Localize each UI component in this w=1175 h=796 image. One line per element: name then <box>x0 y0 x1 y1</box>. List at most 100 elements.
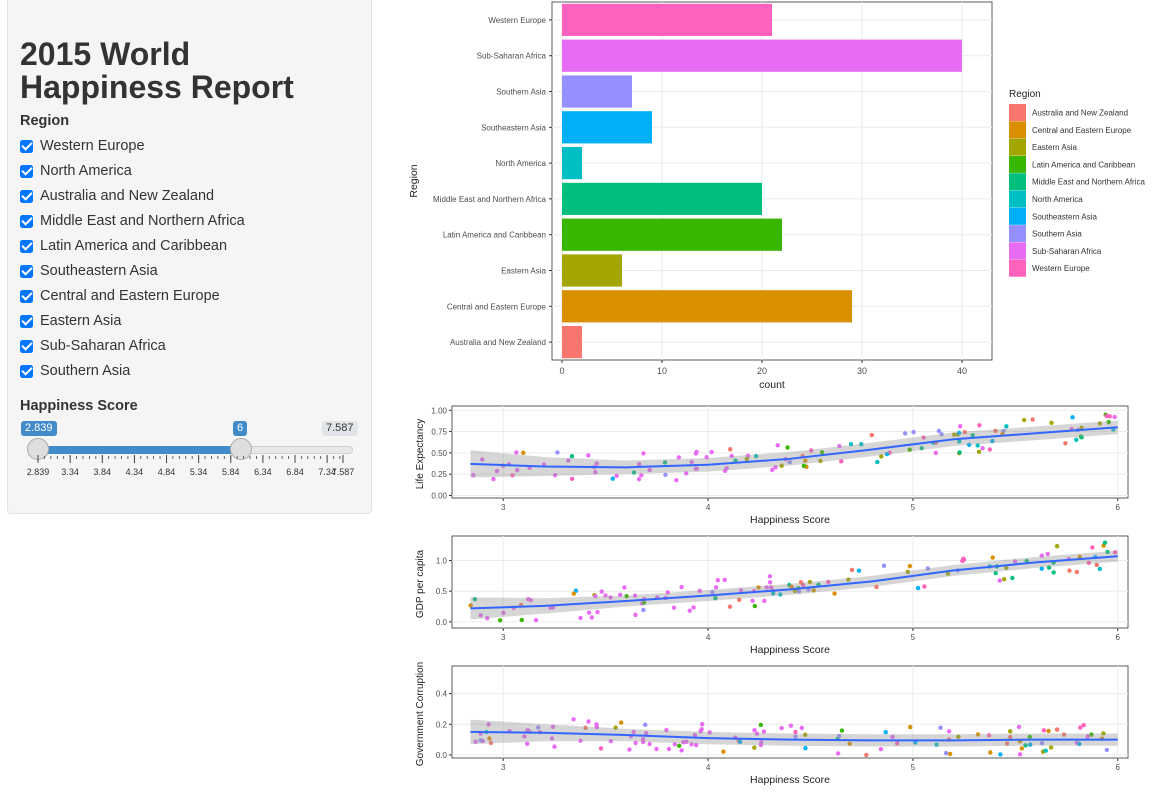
scatter-point <box>913 740 918 745</box>
scatter-point <box>956 430 962 436</box>
scatter-point <box>945 571 951 576</box>
happiness-score-label: Happiness Score <box>20 398 138 414</box>
scatter-point <box>593 594 598 599</box>
scatter-point <box>770 467 775 473</box>
scatter-point <box>1112 414 1117 420</box>
scatter-point <box>624 593 629 599</box>
scatter-point <box>632 593 638 598</box>
scatter-point <box>943 750 949 756</box>
scatter-point <box>758 722 764 728</box>
scatter-point <box>471 472 476 478</box>
scatter-point <box>641 607 646 613</box>
scatter-point <box>869 432 874 438</box>
scatter-point <box>884 451 890 457</box>
scatter-point <box>510 473 515 478</box>
slider-tick-label: 5.84 <box>222 467 240 477</box>
region-checkbox[interactable] <box>20 164 33 178</box>
region-checkbox[interactable] <box>20 289 33 303</box>
bar <box>562 325 582 359</box>
scatter-point <box>737 739 743 745</box>
scatter-point <box>1043 748 1048 753</box>
scatter-point <box>486 722 491 727</box>
trend-line <box>470 730 1118 742</box>
scatter-point <box>890 734 895 740</box>
bar-y-tick-label: Sub-Saharan Africa <box>477 52 547 61</box>
scatter-point <box>819 450 825 455</box>
slider-to-value: 6 <box>233 421 248 436</box>
legend-key <box>1009 190 1026 208</box>
confidence-band <box>470 550 1118 620</box>
region-checkbox[interactable] <box>20 214 33 228</box>
scatter-point <box>883 730 888 735</box>
scatter-point <box>1074 569 1080 575</box>
scatter-x-tick-label: 5 <box>911 503 916 512</box>
region-checkbox[interactable] <box>20 239 33 253</box>
scatter-point <box>987 447 993 452</box>
scatter-point <box>986 733 992 738</box>
scatter-x-tick-label: 4 <box>706 633 711 642</box>
scatter-point <box>636 477 642 482</box>
scatter-point <box>664 727 669 733</box>
scatter-point <box>676 455 682 460</box>
scatter-point <box>1051 570 1056 575</box>
scatter-point <box>947 751 953 757</box>
scatter-point <box>709 449 714 455</box>
scatter-point <box>956 734 961 740</box>
scatter-point <box>548 605 553 611</box>
scatter-point <box>569 476 575 481</box>
scatter-x-axis-title: Happiness Score <box>750 514 830 526</box>
region-checkbox-row[interactable]: Southeastern Asia <box>20 261 158 281</box>
scatter-point <box>663 472 668 478</box>
scatter-point <box>594 722 599 727</box>
scatter-y-tick-label: 0.4 <box>436 690 448 699</box>
scatter-point <box>907 563 913 569</box>
scatter-point <box>614 473 619 478</box>
scatter-point <box>627 747 632 752</box>
region-checkbox-row[interactable]: Middle East and Northern Africa <box>20 211 245 231</box>
region-checkbox-row[interactable]: Southern Asia <box>20 361 130 381</box>
region-checkbox[interactable] <box>20 339 33 353</box>
scatter-plot-panel <box>451 405 1129 499</box>
sidebar-panel <box>7 0 372 514</box>
slider-handle-max[interactable] <box>230 438 252 460</box>
region-checkbox[interactable] <box>20 189 33 203</box>
scatter-y-tick-label: 0.0 <box>436 751 448 760</box>
scatter-point <box>1016 724 1022 730</box>
scatter-x-tick-label: 4 <box>706 503 711 512</box>
region-checkbox-row[interactable]: Central and Eastern Europe <box>20 286 220 306</box>
scatter-point <box>571 591 576 596</box>
scatter-point <box>818 458 823 464</box>
scatter-point <box>957 439 962 444</box>
scatter-point <box>993 570 998 576</box>
scatter-point <box>946 729 952 734</box>
bar-x-tick-label: 10 <box>657 366 667 376</box>
scatter-point <box>672 742 678 747</box>
region-checkbox[interactable] <box>20 364 33 378</box>
region-checkbox-row[interactable]: North America <box>20 161 132 181</box>
scatter-point <box>878 747 884 752</box>
scatter-point <box>921 435 926 440</box>
scatter-point <box>1007 734 1013 740</box>
slider-tick-label: 7.587 <box>331 467 355 477</box>
region-checkbox[interactable] <box>20 264 33 278</box>
scatter-point <box>700 721 705 727</box>
slider-max-value: 7.587 <box>322 421 358 436</box>
region-checkbox-row[interactable]: Latin America and Caribbean <box>20 236 227 256</box>
region-checkbox-row[interactable]: Sub-Saharan Africa <box>20 336 166 356</box>
scatter-point <box>713 585 719 590</box>
scatter-point <box>1030 417 1035 422</box>
scatter-point <box>478 613 483 618</box>
scatter-point <box>789 584 794 590</box>
scatter-point <box>569 454 575 459</box>
scatter-point <box>761 729 767 734</box>
scatter-point <box>671 605 677 610</box>
region-checkbox-row[interactable]: Eastern Asia <box>20 311 121 331</box>
region-checkbox-label: North America <box>40 163 132 179</box>
scatter-point <box>792 588 798 594</box>
scatter-point <box>519 617 524 623</box>
scatter-point <box>487 736 492 741</box>
region-checkbox[interactable] <box>20 314 33 328</box>
region-checkbox-row[interactable]: Western Europe <box>20 136 145 156</box>
region-checkbox[interactable] <box>20 139 33 153</box>
region-checkbox-row[interactable]: Australia and New Zealand <box>20 186 214 206</box>
